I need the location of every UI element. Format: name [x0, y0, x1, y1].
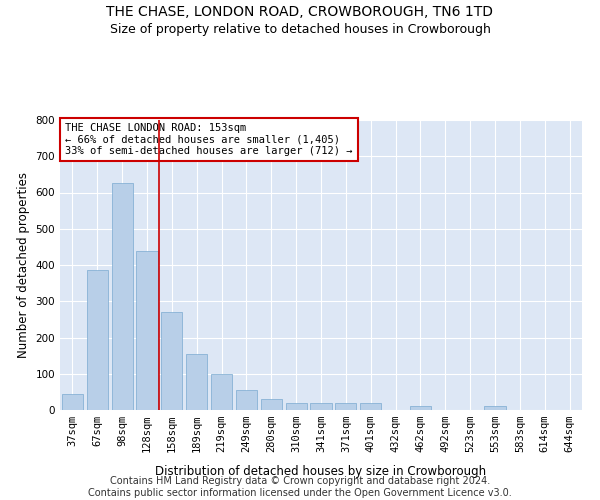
Bar — [335, 403, 356, 410]
Bar — [484, 406, 506, 410]
Bar — [161, 312, 182, 410]
Bar — [360, 403, 381, 410]
Bar — [261, 399, 282, 410]
Bar — [211, 374, 232, 410]
Text: THE CHASE LONDON ROAD: 153sqm
← 66% of detached houses are smaller (1,405)
33% o: THE CHASE LONDON ROAD: 153sqm ← 66% of d… — [65, 123, 353, 156]
Bar — [286, 403, 307, 410]
Text: Size of property relative to detached houses in Crowborough: Size of property relative to detached ho… — [110, 22, 490, 36]
Bar — [136, 250, 158, 410]
Y-axis label: Number of detached properties: Number of detached properties — [17, 172, 30, 358]
Bar — [410, 406, 431, 410]
Bar — [310, 403, 332, 410]
Bar — [62, 394, 83, 410]
Bar — [87, 270, 108, 410]
Text: THE CHASE, LONDON ROAD, CROWBOROUGH, TN6 1TD: THE CHASE, LONDON ROAD, CROWBOROUGH, TN6… — [107, 5, 493, 19]
Bar — [112, 184, 133, 410]
Text: Contains HM Land Registry data © Crown copyright and database right 2024.
Contai: Contains HM Land Registry data © Crown c… — [88, 476, 512, 498]
Bar — [186, 354, 207, 410]
Bar — [236, 390, 257, 410]
Text: Distribution of detached houses by size in Crowborough: Distribution of detached houses by size … — [155, 465, 487, 478]
